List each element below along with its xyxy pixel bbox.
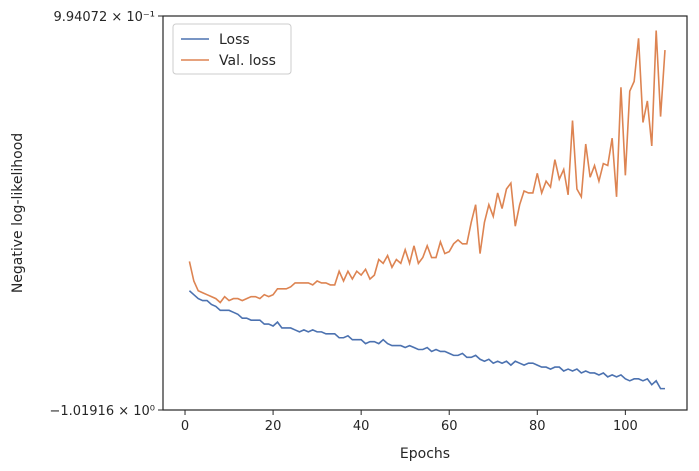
legend-label: Val. loss	[219, 53, 276, 69]
y-tick-label: −1.01916 × 10⁰	[49, 404, 155, 419]
line-series	[188, 290, 665, 390]
x-tick-label: 20	[265, 419, 282, 434]
plot-frame	[162, 15, 688, 411]
x-tick-label: 100	[613, 419, 638, 434]
x-axis-label: Epochs	[400, 446, 450, 462]
y-axis-label: Negative log-likelihood	[10, 133, 26, 293]
x-tick-label: 40	[353, 419, 370, 434]
y-tick-label: 9.94072 × 10⁻¹	[53, 10, 155, 25]
line-series	[188, 30, 666, 304]
legend-label: Loss	[219, 32, 250, 48]
x-tick-label: 80	[529, 419, 546, 434]
legend-box	[172, 23, 292, 75]
x-tick-label: 0	[181, 419, 189, 434]
x-tick-label: 60	[441, 419, 458, 434]
